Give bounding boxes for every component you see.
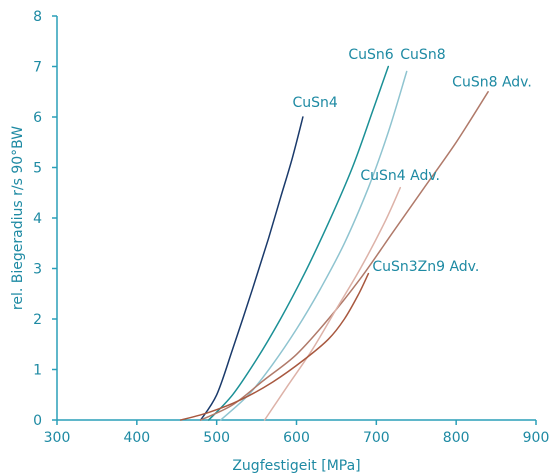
series-label-cusn4: CuSn4 <box>293 95 338 111</box>
y-tick-label: 4 <box>33 211 42 227</box>
y-tick-label: 7 <box>33 60 42 76</box>
x-tick-label: 300 <box>44 430 71 446</box>
series-line-cusn3zn9-adv <box>179 272 370 421</box>
x-tick-label: 800 <box>443 430 470 446</box>
series-line-cusn6 <box>207 65 390 421</box>
series-line-cusn4-adv <box>263 186 402 421</box>
y-tick-label: 3 <box>33 262 42 278</box>
series-line-cusn8-adv <box>199 91 489 421</box>
y-tick-label: 6 <box>33 110 42 126</box>
x-tick-label: 700 <box>363 430 390 446</box>
series-label-cusn4-adv: CuSn4 Adv. <box>360 168 440 184</box>
y-axis-title: rel. Biegeradius r/s 90°BW <box>10 126 26 310</box>
x-tick-label: 400 <box>123 430 150 446</box>
axes: 300 400 500 600 700 800 900 0 1 2 3 4 5 6 7 8 <box>33 9 549 446</box>
series-label-cusn3zn9-adv: CuSn3Zn9 Adv. <box>372 259 479 275</box>
series-line-cusn8 <box>219 70 408 421</box>
y-tick-label: 1 <box>33 363 42 379</box>
y-tick-label: 0 <box>33 413 42 429</box>
x-axis-title: Zugfestigeit [MPa] <box>232 458 360 474</box>
series-label-cusn6: CuSn6 <box>348 47 393 63</box>
y-tick-label: 2 <box>33 312 42 328</box>
y-tick-label: 8 <box>33 9 42 25</box>
series-label-cusn8: CuSn8 <box>400 47 445 63</box>
series-labels: CuSn4 CuSn6 CuSn8 CuSn8 Adv. CuSn4 Adv. CuSn3… <box>293 47 532 275</box>
series-line-cusn4 <box>199 116 304 421</box>
x-tick-label: 500 <box>203 430 230 446</box>
x-tick-label: 600 <box>283 430 310 446</box>
series-lines <box>179 65 489 421</box>
y-tick-label: 5 <box>33 161 42 177</box>
series-label-cusn8-adv: CuSn8 Adv. <box>452 75 532 91</box>
x-tick-label: 900 <box>523 430 549 446</box>
